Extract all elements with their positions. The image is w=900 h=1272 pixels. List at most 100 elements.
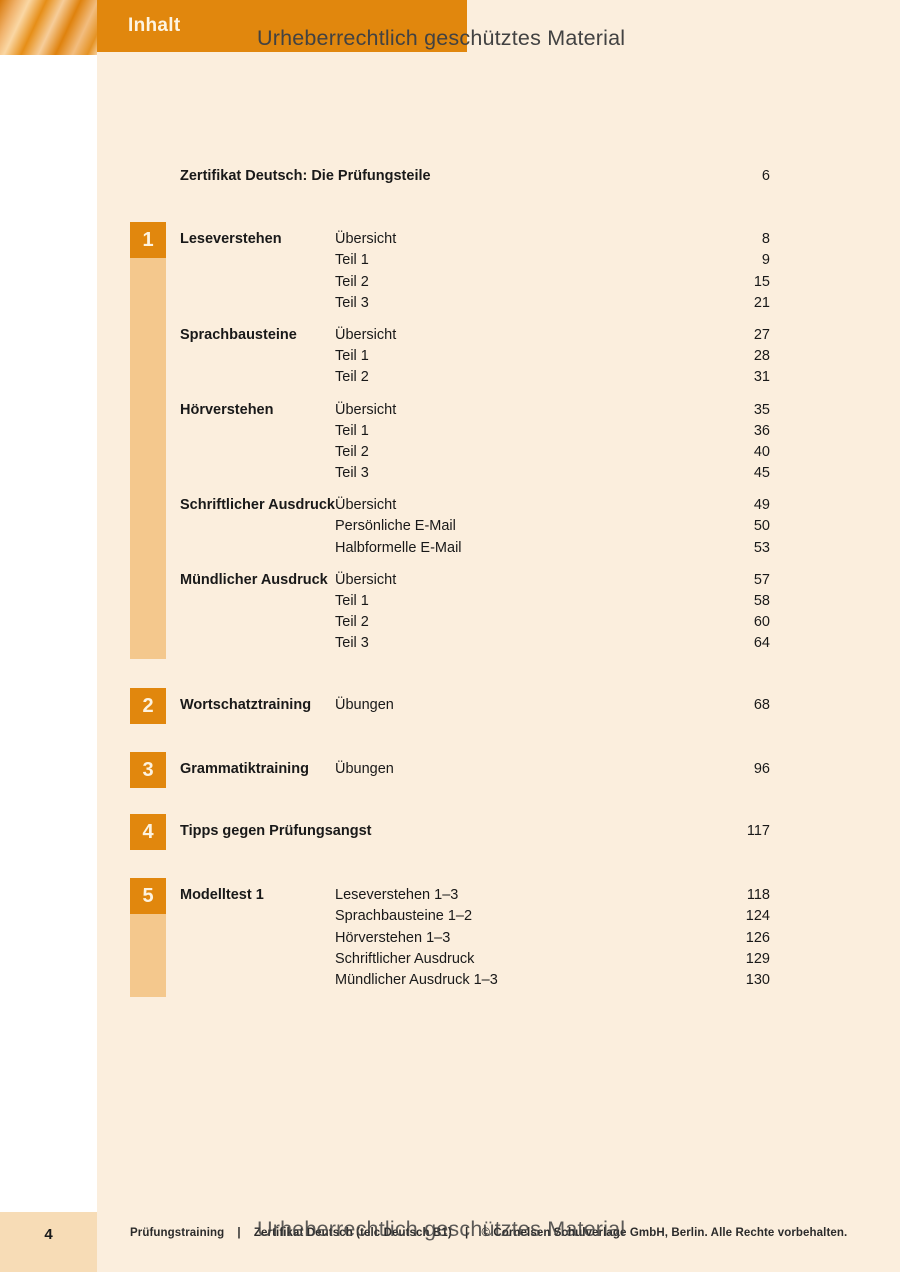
toc-section-4: 4 Tipps gegen Prüfungsangst 117 — [130, 813, 770, 850]
item-title: Teil 1 — [335, 252, 369, 269]
item-title: Übersicht — [335, 497, 397, 514]
toc-row: Hörverstehen Übersicht 35 — [180, 400, 770, 421]
group-label: Leseverstehen — [180, 231, 282, 248]
item-title: Teil 1 — [335, 422, 369, 439]
content-background — [97, 0, 900, 1272]
toc-row: Teil 2 60 — [180, 612, 770, 633]
footer-imprint: Prüfungstraining | Zertifikat Deutsch (t… — [130, 1227, 848, 1239]
toc-row: Teil 3 64 — [180, 633, 770, 654]
toc-row: Halbformelle E-Mail 53 — [180, 538, 770, 559]
toc-row: Schriftlicher Ausdruck 129 — [180, 949, 770, 970]
toc-row: Teil 1 36 — [180, 421, 770, 442]
section-number-badge: 5 — [130, 878, 166, 915]
group-label: Hörverstehen — [180, 401, 274, 418]
toc-row: Persönliche E-Mail 50 — [180, 516, 770, 537]
item-page: 124 — [745, 908, 770, 925]
toc-group: Grammatiktraining Übungen 96 — [180, 759, 770, 780]
item-page: 68 — [753, 696, 770, 713]
section-number-badge: 4 — [130, 813, 166, 850]
item-title: Persönliche E-Mail — [335, 518, 456, 535]
item-title: Teil 3 — [335, 465, 369, 482]
toc-intro-page: 6 — [761, 168, 770, 184]
item-title: Sprachbausteine 1–2 — [335, 908, 473, 925]
item-page: 96 — [753, 760, 770, 777]
toc-row: Teil 1 58 — [180, 591, 770, 612]
toc-section-5: 5 Modelltest 1 Leseverstehen 1–3 118 Sprachb… — [130, 878, 770, 998]
item-page: 49 — [753, 497, 770, 514]
toc-group: Sprachbausteine Übersicht 27 Teil 1 28 Teil 2… — [180, 325, 770, 389]
item-title: Teil 2 — [335, 614, 369, 631]
group-label: Schriftlicher Ausdruck — [180, 497, 335, 514]
item-title: Übersicht — [335, 571, 397, 588]
section-number-badge: 2 — [130, 687, 166, 724]
toc-row: Schriftlicher Ausdruck Übersicht 49 — [180, 495, 770, 516]
group-label: Sprachbausteine — [180, 326, 297, 343]
toc-row: Sprachbausteine 1–2 124 — [180, 906, 770, 927]
item-page: 35 — [753, 401, 770, 418]
item-page: 40 — [753, 443, 770, 460]
item-page: 126 — [745, 929, 770, 946]
toc-row: Teil 2 40 — [180, 442, 770, 463]
item-page: 60 — [753, 614, 770, 631]
group-label: Grammatiktraining — [180, 760, 309, 777]
item-page: 21 — [753, 294, 770, 311]
item-title: Hörverstehen 1–3 — [335, 929, 451, 946]
toc-section-2: 2 Wortschatztraining Übungen 68 — [130, 687, 770, 724]
item-title: Teil 2 — [335, 273, 369, 290]
item-page: 130 — [745, 971, 770, 988]
toc-group: Hörverstehen Übersicht 35 Teil 1 36 Teil 2 40 T… — [180, 400, 770, 485]
item-page: 50 — [753, 518, 770, 535]
item-title: Teil 1 — [335, 593, 369, 609]
item-page: 27 — [753, 326, 770, 343]
toc-row: Teil 3 45 — [180, 463, 770, 484]
toc-section-3: 3 Grammatiktraining Übungen 96 — [130, 751, 770, 788]
toc-row: Teil 2 15 — [180, 272, 770, 293]
toc-row: Tipps gegen Prüfungsangst 117 — [180, 821, 770, 842]
item-page: 58 — [753, 593, 770, 609]
toc-group: Wortschatztraining Übungen 68 — [180, 695, 770, 716]
section-number-badge: 1 — [130, 222, 166, 259]
item-page: 53 — [753, 539, 770, 556]
item-page: 64 — [753, 635, 770, 652]
item-page: 118 — [746, 887, 770, 904]
toc-section-1: 1 Leseverstehen Übersicht 8 Teil 1 9 Teil 2 15 T… — [130, 222, 770, 659]
copyright-watermark-top: Urheberrechtlich geschütztes Material — [257, 26, 626, 50]
toc-intro-label: Zertifikat Deutsch: Die Prüfungsteile — [180, 168, 431, 184]
toc-row: Wortschatztraining Übungen 68 — [180, 695, 770, 716]
toc-row: Mündlicher Ausdruck Übersicht 57 — [180, 570, 770, 591]
item-title: Teil 1 — [335, 348, 369, 365]
item-page: 15 — [753, 273, 770, 290]
toc-row: Grammatiktraining Übungen 96 — [180, 759, 770, 780]
toc-group: Tipps gegen Prüfungsangst 117 — [180, 821, 770, 842]
item-page: 31 — [753, 369, 770, 386]
item-title: Teil 2 — [335, 443, 369, 460]
toc-group: Modelltest 1 Leseverstehen 1–3 118 Sprachba… — [180, 885, 770, 991]
section-strip — [130, 914, 166, 998]
item-title: Leseverstehen 1–3 — [335, 887, 459, 904]
item-page: 9 — [761, 252, 770, 269]
toc-group: Mündlicher Ausdruck Übersicht 57 Teil 1 58 Te… — [180, 570, 770, 655]
item-page: 129 — [745, 950, 770, 967]
toc-row: Hörverstehen 1–3 126 — [180, 928, 770, 949]
toc-row: Mündlicher Ausdruck 1–3 130 — [180, 970, 770, 991]
table-of-contents: Zertifikat Deutsch: Die Prüfungsteile 6 … — [130, 166, 770, 998]
group-label: Tipps gegen Prüfungsangst — [180, 822, 372, 839]
toc-group: Schriftlicher Ausdruck Übersicht 49 Persönl… — [180, 495, 770, 559]
toc-row: Leseverstehen Übersicht 8 — [180, 229, 770, 250]
toc-sections: 1 Leseverstehen Übersicht 8 Teil 1 9 Teil 2 15 T… — [130, 222, 770, 998]
toc-row: Teil 3 21 — [180, 293, 770, 314]
item-title: Übungen — [335, 760, 394, 777]
section-number-badge: 3 — [130, 751, 166, 788]
item-title: Halbformelle E-Mail — [335, 539, 462, 556]
toc-row: Teil 1 9 — [180, 250, 770, 271]
item-title: Teil 3 — [335, 635, 369, 652]
item-page: 8 — [761, 231, 770, 248]
corner-swirl-decoration — [0, 0, 97, 55]
section-strip — [130, 258, 166, 659]
footer-page-strip: 4 — [0, 1212, 97, 1272]
item-title: Mündlicher Ausdruck 1–3 — [335, 971, 498, 988]
item-title: Übersicht — [335, 326, 397, 343]
item-title: Schriftlicher Ausdruck — [335, 950, 475, 967]
item-page: 36 — [753, 422, 770, 439]
